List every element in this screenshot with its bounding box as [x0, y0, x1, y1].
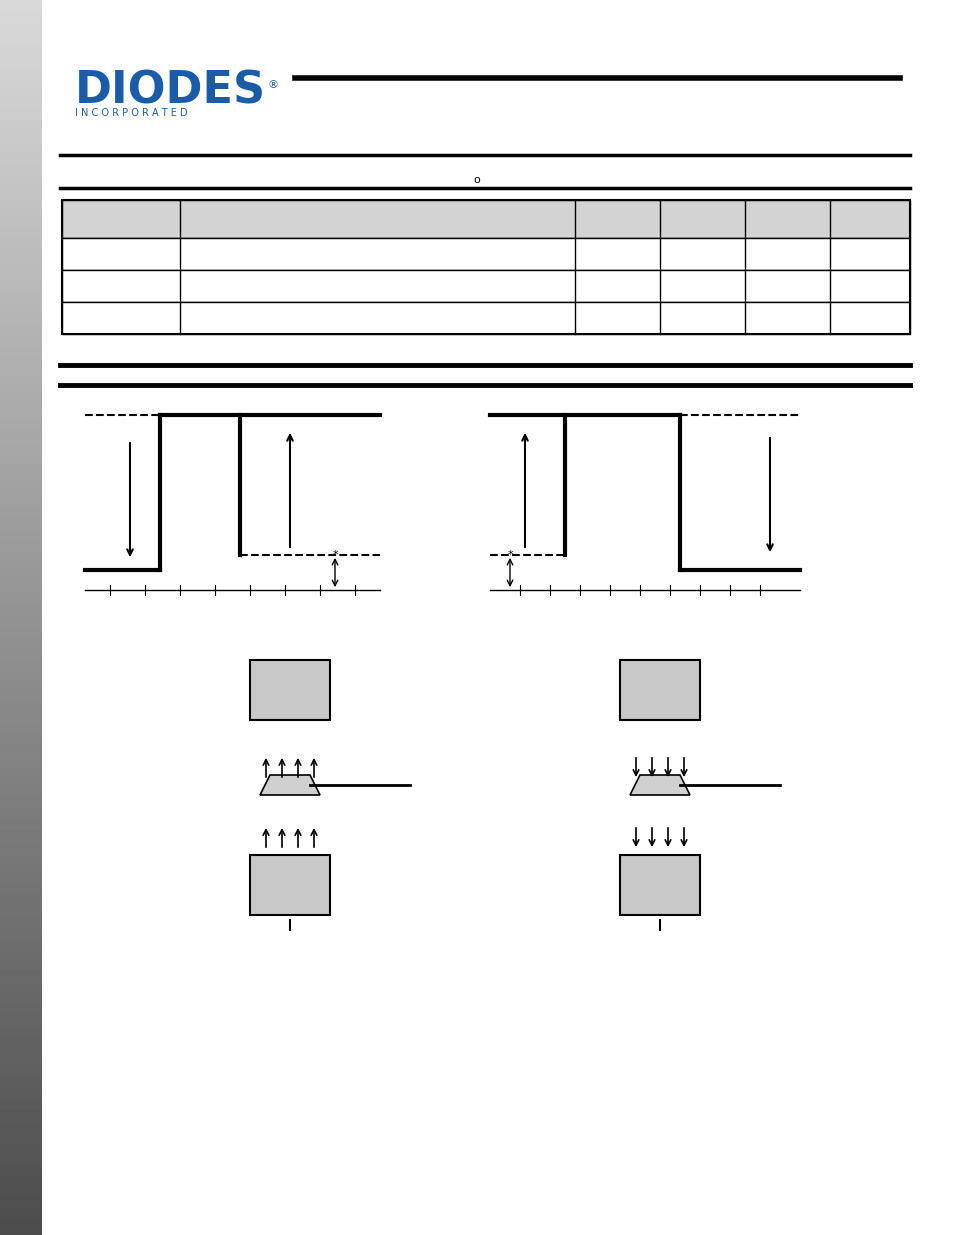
Bar — [250, 855, 330, 915]
Bar — [619, 659, 700, 720]
Bar — [250, 659, 330, 720]
Bar — [62, 303, 909, 333]
Text: I N C O R P O R A T E D: I N C O R P O R A T E D — [75, 107, 188, 119]
Polygon shape — [260, 776, 319, 795]
Text: DIODES: DIODES — [75, 70, 266, 112]
Bar — [55, 30, 265, 144]
Bar — [62, 200, 909, 238]
Bar — [62, 270, 909, 303]
Polygon shape — [629, 776, 689, 795]
Bar — [62, 200, 909, 333]
Text: *: * — [507, 550, 513, 559]
Bar — [62, 238, 909, 270]
Text: ®: ® — [268, 80, 278, 90]
Text: *: * — [332, 550, 337, 559]
Text: o: o — [473, 175, 480, 185]
Bar — [619, 855, 700, 915]
